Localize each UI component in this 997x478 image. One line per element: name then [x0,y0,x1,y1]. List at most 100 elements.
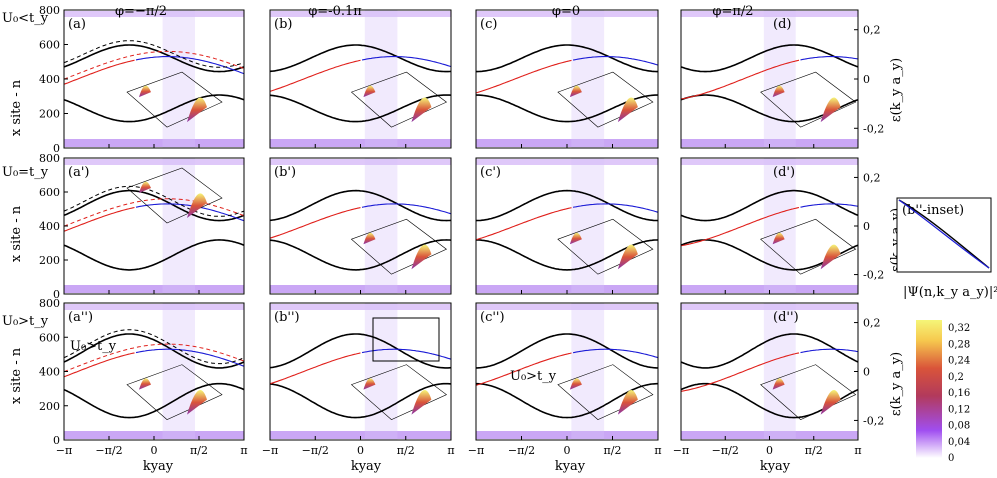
x-tick-label: π/2 [190,444,208,457]
edge-state-red [63,352,135,378]
panel-1-0: 0 200 400 600 800 (a') [39,152,245,301]
band-upper-dashed [63,40,245,68]
panel-1-2: (c') [475,157,659,295]
inset-3d-bump-small [772,378,785,390]
right-tick-label: 0 [863,220,870,233]
inset-3d-frame [760,218,857,275]
density-top-band [64,11,244,17]
row-label-2: U₀>t_y [2,314,49,329]
right-tick-label: -0,2 [863,122,884,135]
band-lower-black [63,239,245,271]
edge-state-blue [800,348,859,354]
edge-state-red-dashed [63,343,245,373]
edge-state-red [269,352,361,385]
edge-state-red [680,206,800,247]
inset-3d-bump [617,97,638,123]
x-tick-label: π [240,444,247,457]
panel-0-1: (b) [269,9,452,149]
x-tick-label: π/2 [397,444,415,457]
annotation-c2: U₀>t_y [510,369,557,384]
inset-3d-frame [350,71,448,128]
x-tick-label: 0 [766,444,773,457]
right-axis-label-row-2: ε(k_y a_y) [889,352,904,416]
density-vertical-strip [364,303,398,440]
density-bottom-band [476,285,658,293]
panel-2-2: −π −π/2 0 π/2 π (c'') [468,302,662,457]
x-tick-label: π [654,444,661,457]
band-upper-black [680,189,859,222]
y-axis-label-row-1: x site - n [9,205,24,262]
colorbar-tick-label: 0,08 [948,421,970,432]
inset-3d-bump [820,97,841,123]
x-tick-label: 0 [564,444,571,457]
inset-3d-frame [557,71,654,128]
edge-state-red-dashed [63,198,245,227]
panel-0-3: 0,2 0 -0,2 (d) [680,9,884,149]
density-vertical-strip [571,158,605,294]
density-vertical-strip [162,10,195,148]
colorbar-gradient [916,320,942,458]
inset-3d-frame [126,364,223,421]
density-bottom-band [476,431,658,439]
colorbar-tick-label: 0,12 [948,404,970,415]
x-tick-label: −π/2 [508,444,535,457]
density-top-band [476,304,658,310]
band-upper-black [680,44,859,73]
density-vertical-strip [571,10,605,148]
right-tick-label: -0,2 [863,414,884,427]
panel-2-1: −π −π/2 0 π/2 π (b'') [262,302,455,457]
y-tick-label: 800 [39,152,60,165]
density-vertical-strip [364,158,398,294]
x-tick-label: −π/2 [712,444,739,457]
x-axis-label-col-3: kyay [760,459,791,474]
density-vertical-strip [763,10,796,148]
x-axis-label-col-2: kyay [555,459,586,474]
inset-3d-bump [617,390,638,415]
x-tick-label: 0 [151,444,158,457]
edge-state-red [680,59,800,100]
x-tick-label: π/2 [805,444,823,457]
band-upper-black [63,333,245,369]
right-tick-label: 0 [863,73,870,86]
edge-state-blue [361,203,452,215]
annotation-a2: U₀>t_y [70,339,117,354]
edge-state-blue [572,348,659,359]
y-tick-label: 200 [39,400,60,413]
density-top-band [681,11,858,17]
inset-3d-frame [557,364,654,421]
density-bottom-band [476,139,658,147]
panel-frame [475,9,659,149]
y-tick-label: 400 [39,73,60,86]
y-tick-label: 400 [39,366,60,379]
panel-0-0: 0 200 400 600 800 (a) [39,4,245,155]
density-top-band [476,11,658,17]
y-tick-label: 600 [39,39,60,52]
x-tick-label: −π [673,444,689,457]
density-vertical-strip [763,158,796,294]
panel-frame [269,157,452,295]
band-upper-dashed [63,329,245,365]
panel-label: (b') [274,165,296,180]
density-top-band [270,11,451,17]
x-tick-label: 0 [357,444,364,457]
panel-2-0: −π −π/2 0 π/2 π 0 200 400 600 800 (a'') [39,297,248,457]
x-tick-label: π/2 [604,444,622,457]
density-vertical-strip [571,303,605,440]
density-bottom-band [270,139,451,147]
inset-3d-frame [350,364,448,421]
inset-blue-curve [898,199,990,269]
inset-3d-bump [411,390,432,415]
band-upper-black [63,189,245,222]
row-label-1: U₀=t_y [2,165,49,180]
band-upper-black [680,333,859,369]
edge-state-red-dashed [63,50,245,80]
inset-3d-frame [557,218,654,275]
y-tick-label: 0 [53,288,60,301]
panel-2-3: −π −π/2 0 π/2 π 0,2 0 -0,2 (d'') [673,302,884,457]
band-upper-black [476,44,658,73]
inset-3d-frame [126,71,223,128]
edge-state-red [269,59,361,92]
y-tick-label: 0 [53,434,60,447]
inset-3d-frame [126,167,223,224]
density-bottom-band [270,285,451,293]
